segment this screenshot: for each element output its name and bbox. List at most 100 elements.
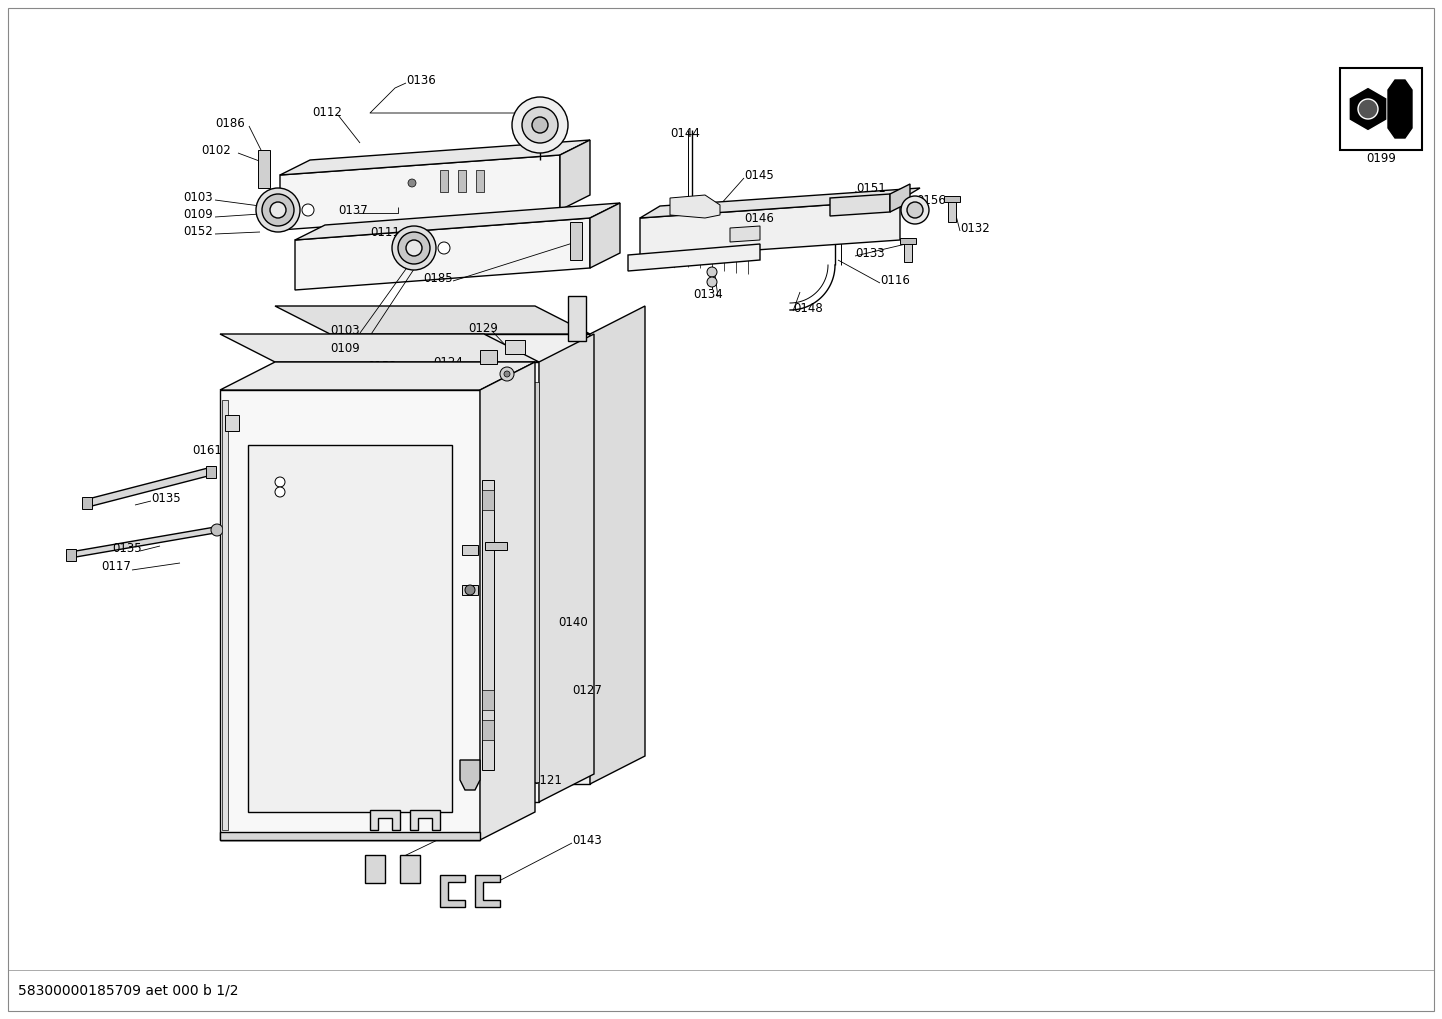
Polygon shape (330, 334, 590, 784)
Bar (459, 170, 466, 192)
Text: 0103: 0103 (183, 191, 212, 204)
Text: 0144: 0144 (671, 126, 699, 140)
Bar (482, 480, 495, 770)
Bar (945, 196, 960, 202)
Polygon shape (480, 350, 497, 364)
Polygon shape (730, 226, 760, 242)
Bar (476, 170, 485, 192)
Bar (225, 415, 239, 431)
Circle shape (512, 97, 568, 153)
Circle shape (500, 367, 513, 381)
Polygon shape (280, 140, 590, 175)
Text: 0133: 0133 (855, 247, 884, 260)
Polygon shape (890, 184, 910, 212)
Text: 0123: 0123 (408, 389, 438, 403)
Text: 0152: 0152 (368, 361, 397, 374)
Circle shape (275, 477, 286, 487)
Polygon shape (539, 334, 594, 802)
Circle shape (257, 187, 300, 232)
Polygon shape (831, 194, 890, 216)
Polygon shape (460, 760, 480, 790)
Polygon shape (371, 810, 399, 830)
Text: 0116: 0116 (880, 273, 910, 286)
Text: 0130: 0130 (320, 784, 349, 797)
Text: 0109: 0109 (183, 208, 213, 220)
Text: 0109: 0109 (330, 341, 359, 355)
Bar (399, 855, 420, 883)
Text: 0111: 0111 (371, 225, 399, 238)
Polygon shape (410, 810, 440, 830)
Bar (482, 490, 495, 510)
Bar (482, 690, 495, 710)
Circle shape (1358, 99, 1379, 119)
Polygon shape (221, 334, 539, 362)
Text: 0152: 0152 (183, 224, 213, 237)
Text: 0124: 0124 (433, 356, 463, 369)
Bar (947, 198, 956, 222)
Circle shape (707, 267, 717, 277)
Bar (531, 382, 539, 782)
Text: 0102: 0102 (200, 144, 231, 157)
Text: 0147: 0147 (640, 259, 671, 271)
Text: 0199: 0199 (1366, 152, 1396, 164)
Polygon shape (88, 468, 208, 507)
Bar (66, 549, 76, 561)
Bar (440, 170, 448, 192)
Text: 0103: 0103 (330, 323, 359, 336)
Circle shape (211, 524, 224, 536)
Polygon shape (474, 875, 500, 907)
Circle shape (275, 487, 286, 497)
Polygon shape (671, 195, 720, 218)
Text: 0137: 0137 (337, 204, 368, 216)
Text: 0117: 0117 (101, 560, 131, 574)
Circle shape (398, 232, 430, 264)
Polygon shape (590, 203, 620, 268)
Text: 58300000185709 aet 000 b 1/2: 58300000185709 aet 000 b 1/2 (17, 983, 238, 997)
Polygon shape (280, 155, 559, 230)
Text: 0140: 0140 (558, 615, 588, 629)
Text: 0161: 0161 (310, 593, 340, 606)
Text: 0126: 0126 (296, 416, 324, 429)
Text: 0132: 0132 (960, 221, 989, 234)
Circle shape (907, 202, 923, 218)
Circle shape (901, 196, 929, 224)
Bar (258, 150, 270, 187)
Polygon shape (221, 390, 480, 840)
Text: 0112: 0112 (311, 106, 342, 118)
Text: 0127: 0127 (572, 684, 601, 697)
Polygon shape (221, 362, 535, 390)
Text: 0161: 0161 (433, 587, 461, 599)
Polygon shape (1348, 87, 1387, 131)
Circle shape (262, 194, 294, 226)
Text: 0148: 0148 (793, 302, 823, 315)
Polygon shape (1389, 81, 1412, 138)
Polygon shape (505, 340, 525, 354)
Text: 0121: 0121 (532, 773, 562, 787)
Text: 0143: 0143 (572, 834, 601, 847)
Bar (206, 466, 216, 478)
Text: 0156: 0156 (916, 194, 946, 207)
Text: 0129: 0129 (469, 322, 497, 334)
Bar (900, 238, 916, 244)
Bar (485, 542, 508, 550)
Polygon shape (629, 244, 760, 271)
Polygon shape (640, 187, 920, 218)
Bar (365, 855, 385, 883)
Circle shape (392, 226, 435, 270)
Bar (221, 832, 480, 840)
Text: 0161: 0161 (192, 443, 222, 457)
Bar (904, 240, 911, 262)
Polygon shape (275, 362, 539, 802)
Polygon shape (275, 306, 590, 334)
Circle shape (408, 179, 415, 187)
Bar (568, 296, 585, 341)
Text: 0134: 0134 (694, 287, 722, 301)
Text: 0139: 0139 (375, 372, 405, 384)
Polygon shape (293, 380, 521, 784)
Bar (461, 545, 477, 555)
Polygon shape (296, 203, 620, 240)
Text: 0135: 0135 (151, 491, 180, 504)
Polygon shape (71, 527, 215, 558)
Bar (461, 585, 477, 595)
Bar (82, 497, 92, 510)
